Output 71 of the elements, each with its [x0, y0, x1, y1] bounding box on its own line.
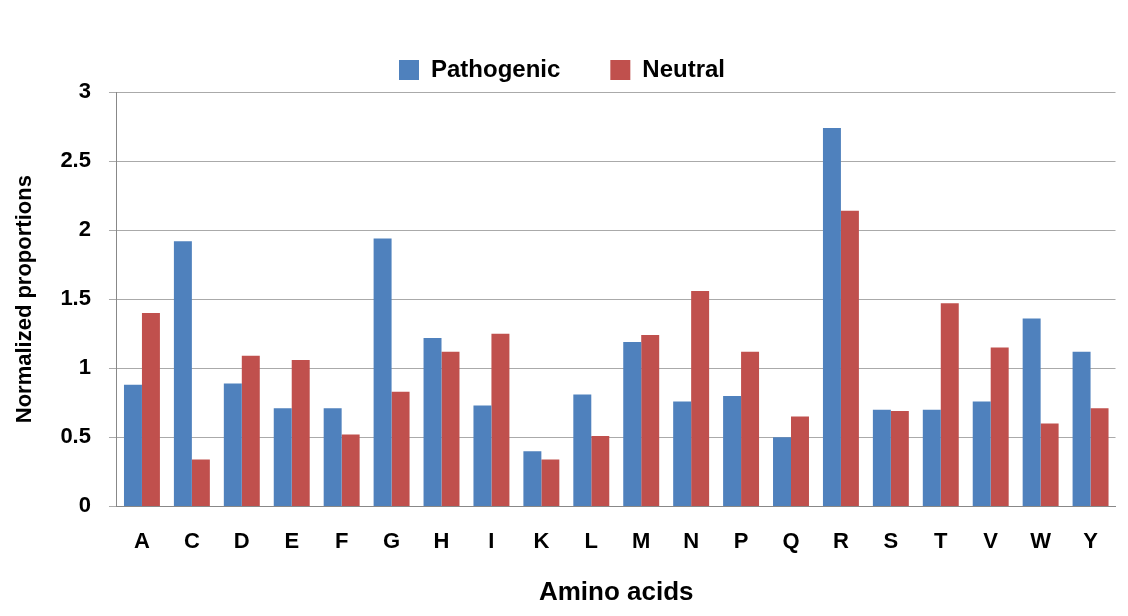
- bar: [641, 335, 660, 506]
- bar: [123, 384, 142, 506]
- x-tick-label: L: [584, 527, 599, 553]
- bar: [223, 383, 242, 506]
- bar: [673, 401, 692, 506]
- x-tick-label: Q: [782, 527, 800, 553]
- bar: [341, 434, 360, 506]
- bar: [273, 408, 292, 506]
- x-tick-label: D: [233, 527, 250, 553]
- y-tick-label: 1.5: [60, 285, 91, 311]
- y-tick-label: 3: [78, 78, 91, 104]
- bar: [872, 409, 891, 506]
- bar: [623, 342, 642, 506]
- y-axis-title: Normalized proportions: [11, 175, 37, 424]
- bar: [741, 351, 760, 506]
- bar: [691, 290, 710, 506]
- x-tick-label: G: [383, 527, 401, 553]
- bar: [940, 303, 959, 506]
- bar: [141, 313, 160, 506]
- y-tick-label: 2.5: [60, 147, 91, 173]
- x-tick-label: N: [683, 527, 700, 553]
- bar: [723, 395, 742, 506]
- bar: [423, 337, 442, 506]
- bar: [541, 459, 560, 506]
- y-tick-label: 2: [78, 216, 91, 242]
- bar: [523, 451, 542, 506]
- legend-label: Neutral: [642, 54, 726, 82]
- bar: [890, 411, 909, 506]
- bar: [990, 347, 1009, 506]
- x-tick-label: M: [632, 527, 651, 553]
- bar: [591, 435, 610, 506]
- x-tick-label: C: [183, 527, 200, 553]
- bar: [972, 401, 991, 506]
- x-tick-label: H: [433, 527, 450, 553]
- bar: [1022, 318, 1041, 506]
- x-tick-label: A: [134, 527, 150, 553]
- x-tick-label: W: [1030, 527, 1052, 553]
- bar: [922, 409, 941, 506]
- x-tick-label: T: [934, 527, 949, 553]
- x-tick-label: E: [284, 527, 300, 553]
- bar: [191, 459, 210, 506]
- x-tick-label: V: [983, 527, 999, 553]
- bar: [391, 391, 410, 506]
- y-tick-label: 1: [78, 354, 91, 380]
- y-tick-label: 0.5: [60, 423, 91, 449]
- bar: [491, 333, 510, 506]
- bar: [173, 241, 192, 506]
- bar: [791, 416, 809, 506]
- x-axis-title: Amino acids: [538, 575, 694, 606]
- x-tick-label: F: [334, 527, 349, 553]
- bar: [1072, 351, 1091, 506]
- x-tick-label: S: [883, 527, 899, 553]
- x-tick-label: Y: [1083, 527, 1099, 553]
- y-tick-label: 0: [78, 492, 91, 518]
- x-tick-label: I: [488, 527, 495, 553]
- x-tick-label: P: [733, 527, 749, 553]
- legend-label: Pathogenic: [430, 54, 561, 82]
- bar: [291, 359, 310, 506]
- bar: [241, 355, 260, 506]
- bar: [822, 127, 841, 506]
- bar: [840, 210, 859, 506]
- bar: [373, 238, 392, 506]
- bar: [1090, 408, 1109, 506]
- bar: [773, 437, 791, 506]
- bar: [441, 351, 460, 506]
- bar: [1040, 423, 1059, 506]
- bar: [473, 405, 492, 506]
- bar: [323, 408, 342, 506]
- x-tick-label: R: [832, 527, 849, 553]
- x-tick-label: K: [533, 527, 550, 553]
- bar: [573, 394, 592, 506]
